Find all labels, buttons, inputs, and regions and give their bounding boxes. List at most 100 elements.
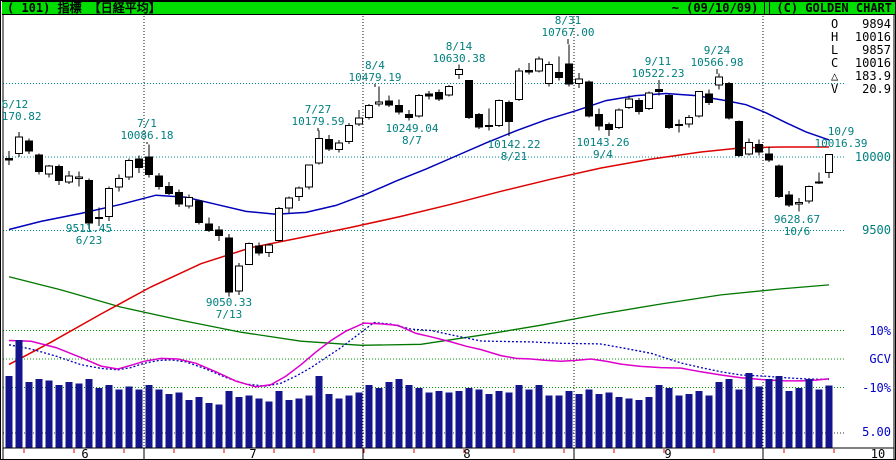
- volume-bar: [765, 379, 773, 448]
- candle-body-down: [465, 80, 473, 118]
- candle-body-down: [505, 102, 513, 123]
- quote-value: 183.9: [854, 69, 891, 83]
- volume-bar: [335, 398, 343, 448]
- volume-bar: [355, 392, 363, 448]
- volume-bar: [5, 376, 13, 448]
- volume-bar: [775, 376, 783, 448]
- volume-bar: [265, 401, 273, 448]
- annotation-line: 10479.19: [348, 71, 402, 84]
- volume-bar: [645, 397, 653, 448]
- chart-annotation: 10249.04 8/7: [386, 123, 439, 147]
- chart-annotation: 6/1210170.82: [1, 99, 41, 123]
- quote-value: 20.9: [862, 82, 891, 96]
- candle-body-up: [695, 91, 703, 117]
- quote-label: H: [831, 30, 839, 44]
- volume-bar: [95, 388, 103, 448]
- volume-bar: [205, 403, 213, 448]
- annotation-line: 10086.18: [120, 129, 174, 142]
- candle-body-up: [625, 98, 633, 109]
- volume-bar: [625, 398, 633, 448]
- volume-bar: [295, 398, 303, 448]
- quote-row-△: △ 183.9: [831, 70, 891, 83]
- candle-body-down: [485, 124, 493, 127]
- candle-body-down: [145, 156, 153, 176]
- title-bar-divider: [764, 1, 771, 15]
- volume-bar: [805, 379, 813, 448]
- x-axis-month-label: 9: [664, 447, 672, 460]
- volume-bar: [575, 394, 583, 448]
- annotation-line: 9511.45: [65, 222, 113, 235]
- volume-bar: [175, 392, 183, 448]
- candle-body-down: [585, 81, 593, 117]
- candle-body-up: [645, 92, 653, 109]
- quote-row-V: V 20.9: [831, 83, 891, 96]
- annotation-line: 10566.98: [690, 56, 744, 69]
- annotation-line: 10522.23: [631, 67, 685, 80]
- volume-bar: [595, 394, 603, 448]
- volume-bar: [65, 382, 73, 448]
- annotation-line: 10/9: [827, 125, 855, 138]
- annotation-line: 10016.39: [814, 137, 868, 150]
- candle-body-down: [165, 185, 173, 195]
- candle-body-up: [375, 101, 383, 105]
- candle-body-up: [445, 85, 453, 96]
- candle-body-down: [605, 124, 613, 131]
- candle-body-up: [115, 177, 123, 188]
- candle-body-down: [435, 91, 443, 100]
- candle-body-up: [355, 117, 363, 125]
- volume-bar: [485, 394, 493, 448]
- quote-value: 10016: [854, 30, 891, 44]
- annotation-line: 7/13: [215, 308, 243, 321]
- period-label: ~ (09/10/09): [671, 0, 759, 15]
- candle-body-up: [275, 207, 283, 242]
- volume-bar: [45, 380, 53, 448]
- annotation-line: 10767.00: [541, 26, 595, 39]
- volume-bar: [195, 397, 203, 448]
- chart-annotation: 9628.67 10/6: [774, 214, 820, 238]
- chart-annotation: 7/27 10179.59: [292, 104, 345, 128]
- volume-bar: [785, 391, 793, 448]
- x-axis-month-label: 10: [870, 447, 886, 460]
- candle-body-down: [735, 121, 743, 156]
- candle-body-up: [185, 196, 193, 207]
- x-axis-month-label: 7: [249, 447, 257, 460]
- candle-body-down: [25, 140, 33, 152]
- candle-body-up: [685, 116, 693, 125]
- volume-bar: [435, 391, 443, 448]
- volume-bar: [425, 392, 433, 448]
- candle-body-up: [125, 160, 133, 178]
- volume-bar: [365, 385, 373, 448]
- annotation-line: 8/14: [445, 40, 473, 53]
- candle-body-down: [5, 158, 13, 161]
- volume-bar: [755, 386, 763, 448]
- candle-body-down: [755, 144, 763, 153]
- annotation-line: 9/24: [703, 44, 731, 57]
- quote-label: V: [831, 82, 839, 96]
- chart-annotation: 10142.22 8/21: [488, 139, 541, 163]
- volume-bar: [655, 385, 663, 448]
- candle-body-down: [655, 88, 663, 93]
- candle-body-down: [325, 138, 333, 150]
- candle-body-down: [595, 113, 603, 127]
- annotation-line: 10179.59: [291, 115, 345, 128]
- copyright-label: (C) GOLDEN CHART: [776, 0, 892, 15]
- candle-body-down: [405, 113, 413, 118]
- volume-bar: [375, 388, 383, 448]
- annotation-line: 8/31: [554, 14, 582, 27]
- volume-bar: [75, 383, 83, 448]
- candle-body-up: [675, 124, 683, 127]
- volume-bar: [15, 340, 23, 448]
- volume-bar: [185, 400, 193, 448]
- chart-annotation: 8/31 10767.00: [542, 15, 595, 39]
- candle-body-down: [135, 158, 143, 168]
- chart-annotation: 8/4 10479.19: [349, 60, 402, 84]
- annotation-line: 7/27: [304, 103, 332, 116]
- volume-bar: [345, 395, 353, 448]
- candle-body-down: [55, 166, 63, 182]
- volume-bar: [165, 394, 173, 448]
- ma-mid-red-line: [8, 146, 829, 366]
- candle-body-up: [815, 181, 823, 184]
- y-axis-label: 9500: [862, 223, 891, 237]
- candle-body-up: [305, 164, 313, 188]
